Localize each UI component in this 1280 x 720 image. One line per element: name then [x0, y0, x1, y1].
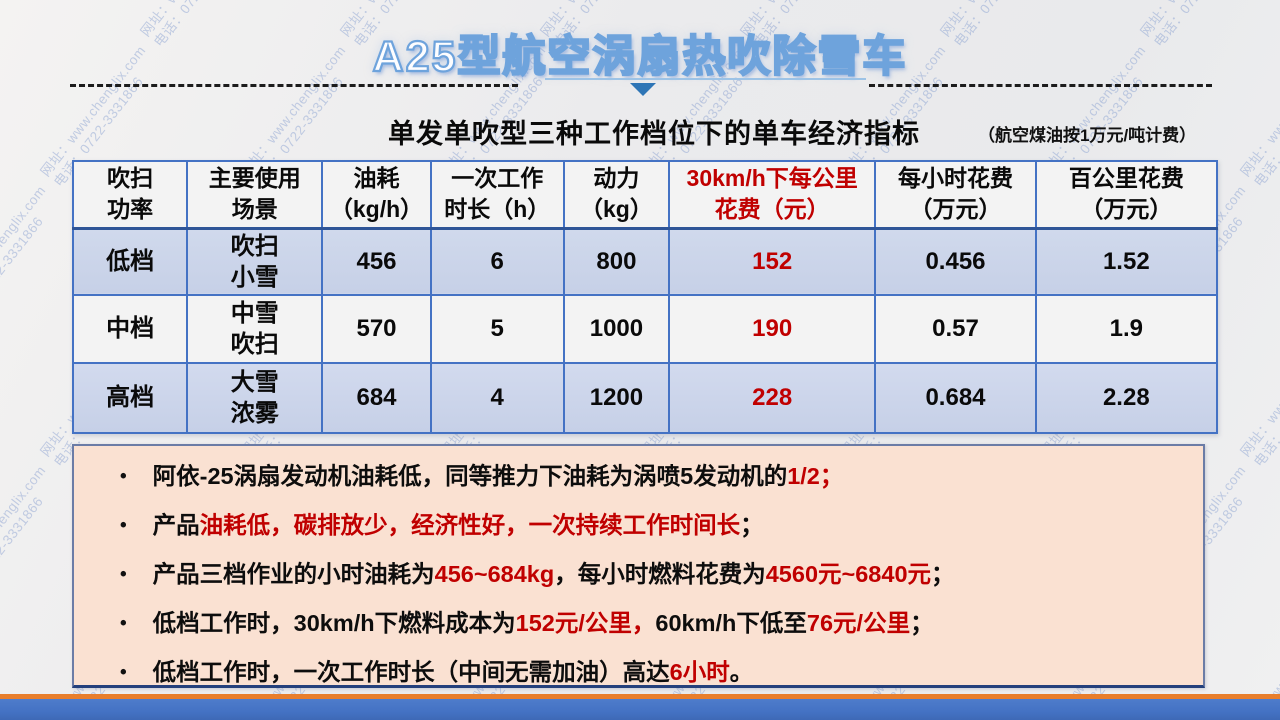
watermark-line: 网址：www.chenglix.com [0, 463, 49, 600]
bullet-text-segment: 456~684kg [434, 560, 555, 587]
col-header-power: 吹扫 功率 [71, 160, 189, 230]
cell-scene: 大雪 浓雾 [186, 362, 324, 434]
cell-cost-per-hour: 0.456 [874, 227, 1037, 296]
table-row-low: 低档 吹扫 小雪 456 6 800 152 0.456 1.52 [71, 227, 1219, 296]
bullet-dot-icon: • [120, 612, 127, 634]
watermark-line: 电话：0722-3331866 [0, 493, 46, 610]
bullet-text: 阿依-25涡扇发动机油耗低，同等推力下油耗为涡喷5发动机的1/2； [153, 462, 844, 491]
cell-cost-per-km: 152 [667, 227, 877, 296]
bullet-text-segment: ； [931, 560, 955, 587]
cell-scene: 中雪 吹扫 [186, 294, 324, 364]
cell-cost-per-100km: 2.28 [1034, 362, 1219, 434]
bullet-list: • 阿依-25涡扇发动机油耗低，同等推力下油耗为涡喷5发动机的1/2； • 产品油耗低… [74, 446, 1203, 687]
divider-dashed-right [869, 84, 1212, 87]
bullet-text-segment: 76元/公里 [806, 609, 911, 636]
col-header-cost-per-100km: 百公里花费 （万元） [1034, 160, 1219, 230]
bullet-text: 低档工作时，一次工作时长（中间无需加油）高达6小时。 [153, 658, 754, 687]
cell-cost-per-km: 228 [667, 362, 877, 434]
cell-cost-per-100km: 1.9 [1034, 294, 1219, 364]
cell-thrust: 1000 [562, 294, 671, 364]
col-header-cost-per-km: 30km/h下每公里 花费（元） [667, 160, 877, 230]
cell-duration: 5 [429, 294, 565, 364]
bottom-orange-bar [0, 694, 1280, 699]
bullet-text: 产品油耗低，碳排放少，经济性好，一次持续工作时间长； [153, 511, 764, 540]
watermark-line: 网址：www.chenglix.com [0, 183, 49, 320]
cell-fuel: 456 [321, 227, 432, 296]
economic-indicators-table: 吹扫 功率 主要使用 场景 油耗 （kg/h） 一次工作 时长（h） 动力 （k… [71, 160, 1219, 434]
cell-duration: 6 [429, 227, 565, 296]
cell-cost-per-km: 190 [667, 294, 877, 364]
col-header-fuel: 油耗 （kg/h） [321, 160, 432, 230]
cell-cost-per-hour: 0.684 [874, 362, 1037, 434]
bullet-text-segment: 6小时 [669, 658, 730, 685]
watermark-line: 网址：www.chenglix.com [1237, 323, 1280, 460]
cell-cost-per-hour: 0.57 [874, 294, 1037, 364]
bullet-item: • 阿依-25涡扇发动机油耗低，同等推力下油耗为涡喷5发动机的1/2； [120, 462, 1183, 491]
bullet-item: • 低档工作时，30km/h下燃料成本为152元/公里，60km/h下低至76元/… [120, 609, 1183, 638]
page-title: A25型航空涡扇热吹除雪车 [371, 32, 908, 82]
bullet-item: • 产品三档作业的小时油耗为456~684kg，每小时燃料花费为4560元~684… [120, 560, 1183, 589]
table-header-row: 吹扫 功率 主要使用 场景 油耗 （kg/h） 一次工作 时长（h） 动力 （k… [71, 160, 1219, 230]
col-header-scene: 主要使用 场景 [186, 160, 324, 230]
table-title: 单发单吹型三种工作档位下的单车经济指标 [388, 119, 920, 149]
bullet-dot-icon: • [120, 563, 127, 585]
bullet-text-segment: 阿依-25涡扇发动机油耗低，同等推力下油耗为涡喷5发动机的 [152, 463, 788, 489]
bullet-text-segment: ； [740, 511, 764, 538]
watermark-line: 电话：0722-3331866 [1250, 353, 1280, 470]
bullet-text-segment: 。 [729, 658, 754, 685]
bottom-blue-bar [0, 699, 1280, 720]
bullet-item: • 产品油耗低，碳排放少，经济性好，一次持续工作时间长； [120, 511, 1183, 540]
notes-box: • 阿依-25涡扇发动机油耗低，同等推力下油耗为涡喷5发动机的1/2； • 产品油耗低… [72, 444, 1205, 688]
col-header-cost-per-hour: 每小时花费 （万元） [874, 160, 1037, 230]
cell-gear: 中档 [71, 294, 189, 364]
cell-cost-per-100km: 1.52 [1034, 227, 1219, 296]
table-row-mid: 中档 中雪 吹扫 570 5 1000 190 0.57 1.9 [71, 294, 1219, 364]
bullet-text-segment: ； [910, 609, 934, 636]
cell-scene: 吹扫 小雪 [186, 227, 324, 296]
bullet-text-segment: 油耗低，碳排放少，经济性好，一次持续工作时间长 [199, 511, 741, 538]
bullet-text-segment: 低档工作时，30km/h下燃料成本为 [152, 609, 516, 636]
table-title-note: （航空煤油按1万元/吨计费） [978, 126, 1197, 145]
cell-fuel: 684 [321, 362, 432, 434]
bullet-text-segment: ，每小时燃料花费为 [554, 560, 766, 587]
bullet-text-segment: 1/2； [787, 463, 844, 489]
cell-gear: 低档 [71, 227, 189, 296]
cell-fuel: 570 [321, 294, 432, 364]
cell-thrust: 1200 [562, 362, 671, 434]
bullet-text-segment: 产品三档作业的小时油耗为 [152, 560, 435, 587]
title-underline [545, 78, 866, 80]
triangle-down-icon [630, 83, 656, 96]
table-row-high: 高档 大雪 浓雾 684 4 1200 228 0.684 2.28 [71, 362, 1219, 434]
bullet-text: 低档工作时，30km/h下燃料成本为152元/公里，60km/h下低至76元/公… [153, 609, 934, 638]
bullet-text: 产品三档作业的小时油耗为456~684kg，每小时燃料花费为4560元~6840… [153, 560, 955, 589]
cell-duration: 4 [429, 362, 565, 434]
bullet-item: • 低档工作时，一次工作时长（中间无需加油）高达6小时。 [120, 658, 1183, 687]
col-header-thrust: 动力 （kg） [562, 160, 671, 230]
bullet-dot-icon: • [120, 514, 127, 536]
col-header-duration: 一次工作 时长（h） [429, 160, 565, 230]
bullet-text-segment: 4560元~6840元 [765, 560, 932, 587]
bullet-text-segment: 产品 [152, 511, 200, 538]
bullet-text-segment: 低档工作时，一次工作时长（中间无需加油）高达 [152, 658, 670, 685]
cell-thrust: 800 [562, 227, 671, 296]
divider-dashed-left [70, 84, 518, 87]
bullet-text-segment: 60km/h下低至 [655, 609, 807, 636]
watermark-line: 电话：0722-3331866 [0, 213, 46, 330]
bullet-dot-icon: • [120, 466, 127, 487]
bullet-text-segment: 152元/公里， [515, 609, 656, 636]
bullet-dot-icon: • [120, 661, 127, 683]
cell-gear: 高档 [71, 362, 189, 434]
